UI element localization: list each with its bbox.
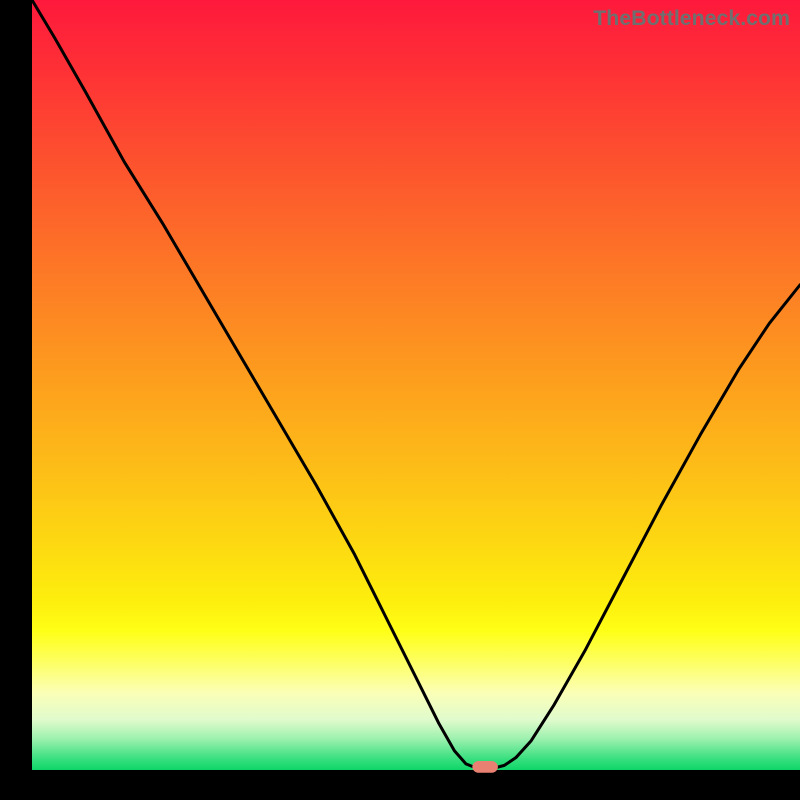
left-axis-border bbox=[0, 0, 32, 800]
bottleneck-chart: TheBottleneck.com bbox=[0, 0, 800, 800]
chart-svg bbox=[0, 0, 800, 800]
bottom-axis-border bbox=[0, 770, 800, 800]
plot-background bbox=[32, 0, 800, 770]
optimal-marker bbox=[473, 762, 498, 773]
